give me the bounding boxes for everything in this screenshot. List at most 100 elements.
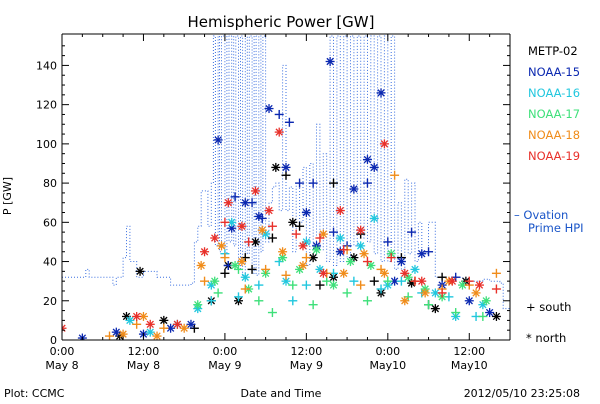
star-d2 bbox=[485, 308, 494, 317]
point-noaa-16-south bbox=[376, 284, 386, 294]
point-noaa-17-south bbox=[254, 296, 264, 306]
y-tick-label: 120 bbox=[36, 99, 57, 112]
star-d2 bbox=[258, 226, 266, 234]
star-d2 bbox=[329, 281, 338, 289]
point-noaa-15-north bbox=[254, 211, 264, 221]
point-noaa-15-north bbox=[349, 184, 359, 194]
point-noaa-19-north bbox=[400, 268, 410, 278]
star-d2 bbox=[272, 163, 280, 172]
point-noaa-18-south bbox=[281, 270, 291, 280]
series-noaa-16 bbox=[125, 213, 488, 337]
point-noaa-19-south bbox=[220, 217, 230, 227]
star-d2 bbox=[390, 277, 399, 285]
star-d2 bbox=[472, 289, 480, 297]
point-noaa-15-south bbox=[424, 247, 434, 257]
point-noaa-17-south bbox=[213, 288, 223, 298]
star-d2 bbox=[448, 277, 457, 285]
x-tick-label-time: 12:00 bbox=[291, 345, 323, 358]
star-d2 bbox=[492, 312, 501, 321]
point-noaa-16-north bbox=[356, 241, 366, 251]
point-noaa-17-south bbox=[342, 288, 352, 298]
point-noaa-18-south bbox=[240, 284, 250, 294]
star-d2 bbox=[346, 257, 355, 266]
point-noaa-18-south bbox=[390, 170, 400, 180]
star-d2 bbox=[289, 218, 297, 227]
point-noaa-19-north bbox=[447, 276, 457, 286]
point-noaa-19-north bbox=[379, 139, 389, 149]
point-noaa-18-north bbox=[118, 329, 128, 339]
star-d2 bbox=[261, 230, 270, 238]
point-noaa-15-north bbox=[485, 308, 495, 318]
point-noaa-18-north bbox=[257, 225, 267, 235]
series-noaa-18 bbox=[105, 170, 501, 340]
point-noaa-16-north bbox=[125, 315, 135, 325]
star-d2 bbox=[197, 261, 205, 270]
point-noaa-19-north bbox=[145, 319, 155, 329]
legend-entry: NOAA-19 bbox=[528, 149, 580, 163]
point-noaa-19-north bbox=[474, 280, 484, 290]
star-d2 bbox=[404, 273, 412, 281]
legend-ovation-line2: Prime HPI bbox=[528, 221, 584, 235]
y-axis-label: P [GW] bbox=[1, 177, 14, 215]
point-noaa-19-north bbox=[250, 186, 260, 196]
star-d2 bbox=[465, 297, 473, 305]
point-noaa-18-north bbox=[420, 288, 430, 298]
point-noaa-15-north bbox=[213, 135, 223, 145]
x-tick-label-time: 12:00 bbox=[128, 345, 160, 358]
star-d2 bbox=[238, 222, 246, 230]
star-d2 bbox=[227, 224, 236, 232]
point-noaa-15-north bbox=[240, 198, 250, 208]
point-noaa-19-south bbox=[339, 245, 349, 255]
point-noaa-16-north bbox=[410, 264, 420, 274]
point-noaa-16-south bbox=[288, 296, 298, 306]
point-noaa-18-north bbox=[138, 311, 148, 321]
point-noaa-16-north bbox=[240, 272, 250, 282]
star-d2 bbox=[211, 277, 219, 285]
star-d2 bbox=[401, 297, 409, 305]
chart-title: Hemispheric Power [GW] bbox=[188, 13, 375, 31]
star-d2 bbox=[401, 269, 409, 278]
star-d2 bbox=[309, 253, 317, 262]
star-d2 bbox=[132, 312, 141, 321]
star-d2 bbox=[299, 242, 307, 250]
point-noaa-15-north bbox=[264, 104, 274, 114]
plot-timestamp: 2012/05/10 23:25:08 bbox=[464, 387, 580, 400]
point-noaa-15-north bbox=[111, 327, 121, 337]
legend-entry: NOAA-18 bbox=[528, 128, 580, 142]
y-tick-label: 0 bbox=[50, 334, 57, 347]
star-d2 bbox=[350, 185, 358, 193]
star-d2 bbox=[166, 324, 175, 332]
series-noaa-19 bbox=[62, 127, 501, 333]
point-noaa-17-south bbox=[383, 276, 393, 286]
star-d2 bbox=[431, 289, 440, 297]
star-d2 bbox=[431, 304, 440, 313]
star-d2 bbox=[241, 199, 249, 207]
point-noaa-19-south bbox=[244, 237, 254, 247]
x-tick-label-time: 0:00 bbox=[375, 345, 400, 358]
point-noaa-18-north bbox=[471, 288, 481, 298]
plot-credit: Plot: CCMC bbox=[4, 387, 65, 400]
point-noaa-18-south bbox=[220, 253, 230, 263]
star-d2 bbox=[411, 265, 419, 274]
star-d2 bbox=[356, 242, 365, 250]
x-tick-label-time: 12:00 bbox=[453, 345, 485, 358]
point-noaa-15-south bbox=[383, 237, 393, 247]
point-noaa-19-north bbox=[172, 319, 182, 329]
point-noaa-16-north bbox=[335, 233, 345, 243]
star-d2 bbox=[265, 206, 273, 215]
star-d2 bbox=[319, 230, 328, 238]
point-noaa-19-south bbox=[315, 233, 325, 243]
point-noaa-15-north bbox=[301, 208, 311, 218]
point-noaa-15-north bbox=[369, 162, 379, 172]
point-noaa-18-north bbox=[278, 247, 288, 257]
point-noaa-16-south bbox=[206, 296, 216, 306]
point-noaa-19-north bbox=[335, 206, 345, 216]
point-metp-02-south bbox=[267, 233, 277, 243]
point-noaa-19-south bbox=[291, 229, 301, 239]
point-noaa-19-south bbox=[386, 253, 396, 263]
point-noaa-17-south bbox=[362, 296, 372, 306]
point-noaa-19-north bbox=[210, 233, 220, 243]
star-d2 bbox=[380, 140, 389, 148]
